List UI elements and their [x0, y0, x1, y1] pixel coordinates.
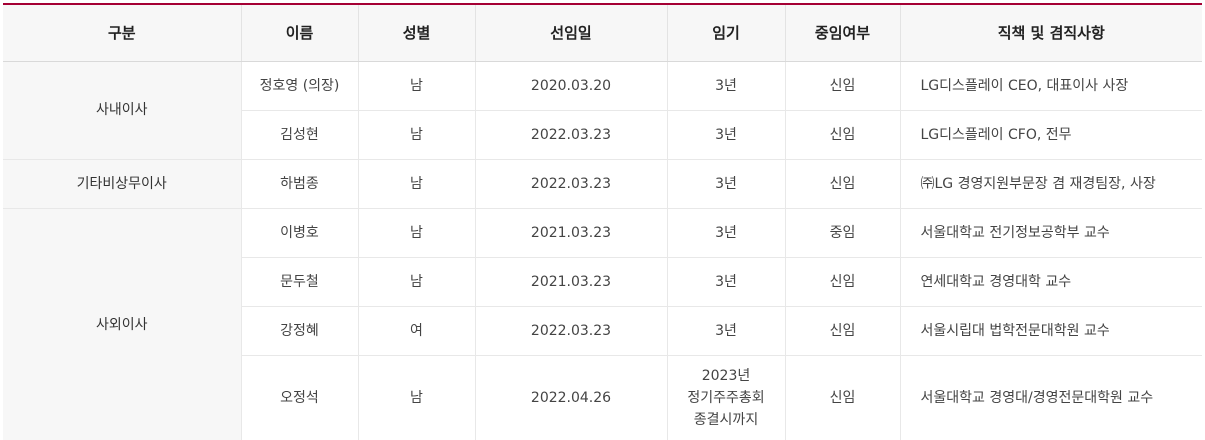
cell-gender: 남: [357, 257, 475, 307]
cell-date: 2021.03.23: [474, 208, 667, 258]
cell-status: 신임: [784, 355, 900, 440]
table-row: 기타비상무이사 하범종 남 2022.03.23 3년 신임 ㈜LG 경영지원부…: [3, 159, 1202, 209]
group-other-non-executive: 기타비상무이사: [3, 159, 241, 209]
cell-term: 3년: [666, 159, 785, 209]
header-position: 직책 및 겸직사항: [899, 4, 1202, 62]
group-inside-director: 사내이사: [3, 61, 241, 160]
cell-term: 3년: [666, 61, 785, 111]
header-appointment-date: 선임일: [474, 4, 667, 62]
cell-name: 정호영 (의장): [240, 61, 358, 111]
cell-status: 신임: [784, 110, 900, 160]
cell-term: 3년: [666, 306, 785, 356]
header-row: 구분 이름 성별 선임일 임기 중임여부 직책 및 겸직사항: [3, 4, 1202, 62]
table-row: 오정석 남 2022.04.26 2023년 정기주주총회 종결시까지 신임 서…: [3, 355, 1202, 440]
cell-status: 신임: [784, 159, 900, 209]
header-category: 구분: [3, 4, 241, 62]
cell-date: 2022.03.23: [474, 159, 667, 209]
table-header: 구분 이름 성별 선임일 임기 중임여부 직책 및 겸직사항: [3, 4, 1202, 62]
table-row: 문두철 남 2021.03.23 3년 신임 연세대학교 경영대학 교수: [3, 257, 1202, 307]
table-body: 사내이사 정호영 (의장) 남 2020.03.20 3년 신임 LG디스플레이…: [3, 61, 1202, 440]
board-members-table: 구분 이름 성별 선임일 임기 중임여부 직책 및 겸직사항 사내이사 정호영 …: [3, 3, 1202, 440]
cell-date: 2022.04.26: [474, 355, 667, 440]
table-row: 사내이사 정호영 (의장) 남 2020.03.20 3년 신임 LG디스플레이…: [3, 61, 1202, 160]
header-gender: 성별: [357, 4, 475, 62]
table-row: 강정혜 여 2022.03.23 3년 신임 서울시립대 법학전문대학원 교수: [3, 306, 1202, 356]
cell-duty: 서울대학교 경영대/경영전문대학원 교수: [899, 355, 1202, 440]
cell-term: 3년: [666, 257, 785, 307]
cell-gender: 남: [357, 208, 475, 258]
cell-term: 3년: [666, 208, 785, 258]
cell-duty: ㈜LG 경영지원부문장 겸 재경팀장, 사장: [899, 159, 1202, 209]
group-outside-director: 사외이사: [3, 208, 241, 440]
cell-term: 2023년 정기주주총회 종결시까지: [666, 355, 785, 440]
cell-date: 2022.03.23: [474, 110, 667, 160]
cell-date: 2020.03.20: [474, 61, 667, 111]
cell-name: 김성현: [240, 110, 358, 160]
term-line: 2023년: [701, 368, 751, 384]
cell-status: 신임: [784, 257, 900, 307]
cell-name: 오정석: [240, 355, 358, 440]
cell-gender: 남: [357, 159, 475, 209]
cell-term: 3년: [666, 110, 785, 160]
cell-status: 신임: [784, 306, 900, 356]
cell-duty: LG디스플레이 CEO, 대표이사 사장: [899, 61, 1202, 111]
cell-gender: 남: [357, 355, 475, 440]
cell-name: 강정혜: [240, 306, 358, 356]
cell-duty: 서울대학교 전기정보공학부 교수: [899, 208, 1202, 258]
cell-status: 중임: [784, 208, 900, 258]
cell-duty: 서울시립대 법학전문대학원 교수: [899, 306, 1202, 356]
term-line: 정기주주총회: [687, 390, 765, 406]
header-name: 이름: [240, 4, 358, 62]
cell-duty: 연세대학교 경영대학 교수: [899, 257, 1202, 307]
cell-date: 2022.03.23: [474, 306, 667, 356]
table-row: 김성현 남 2022.03.23 3년 신임 LG디스플레이 CFO, 전무: [3, 110, 1202, 160]
cell-gender: 남: [357, 110, 475, 160]
cell-status: 신임: [784, 61, 900, 111]
term-line: 종결시까지: [693, 412, 759, 428]
cell-name: 이병호: [240, 208, 358, 258]
cell-duty: LG디스플레이 CFO, 전무: [899, 110, 1202, 160]
cell-name: 하범종: [240, 159, 358, 209]
header-term: 임기: [666, 4, 785, 62]
cell-name: 문두철: [240, 257, 358, 307]
cell-gender: 남: [357, 61, 475, 111]
cell-date: 2021.03.23: [474, 257, 667, 307]
header-reappointment: 중임여부: [784, 4, 900, 62]
cell-gender: 여: [357, 306, 475, 356]
table-row: 사외이사 이병호 남 2021.03.23 3년 중임 서울대학교 전기정보공학…: [3, 208, 1202, 440]
